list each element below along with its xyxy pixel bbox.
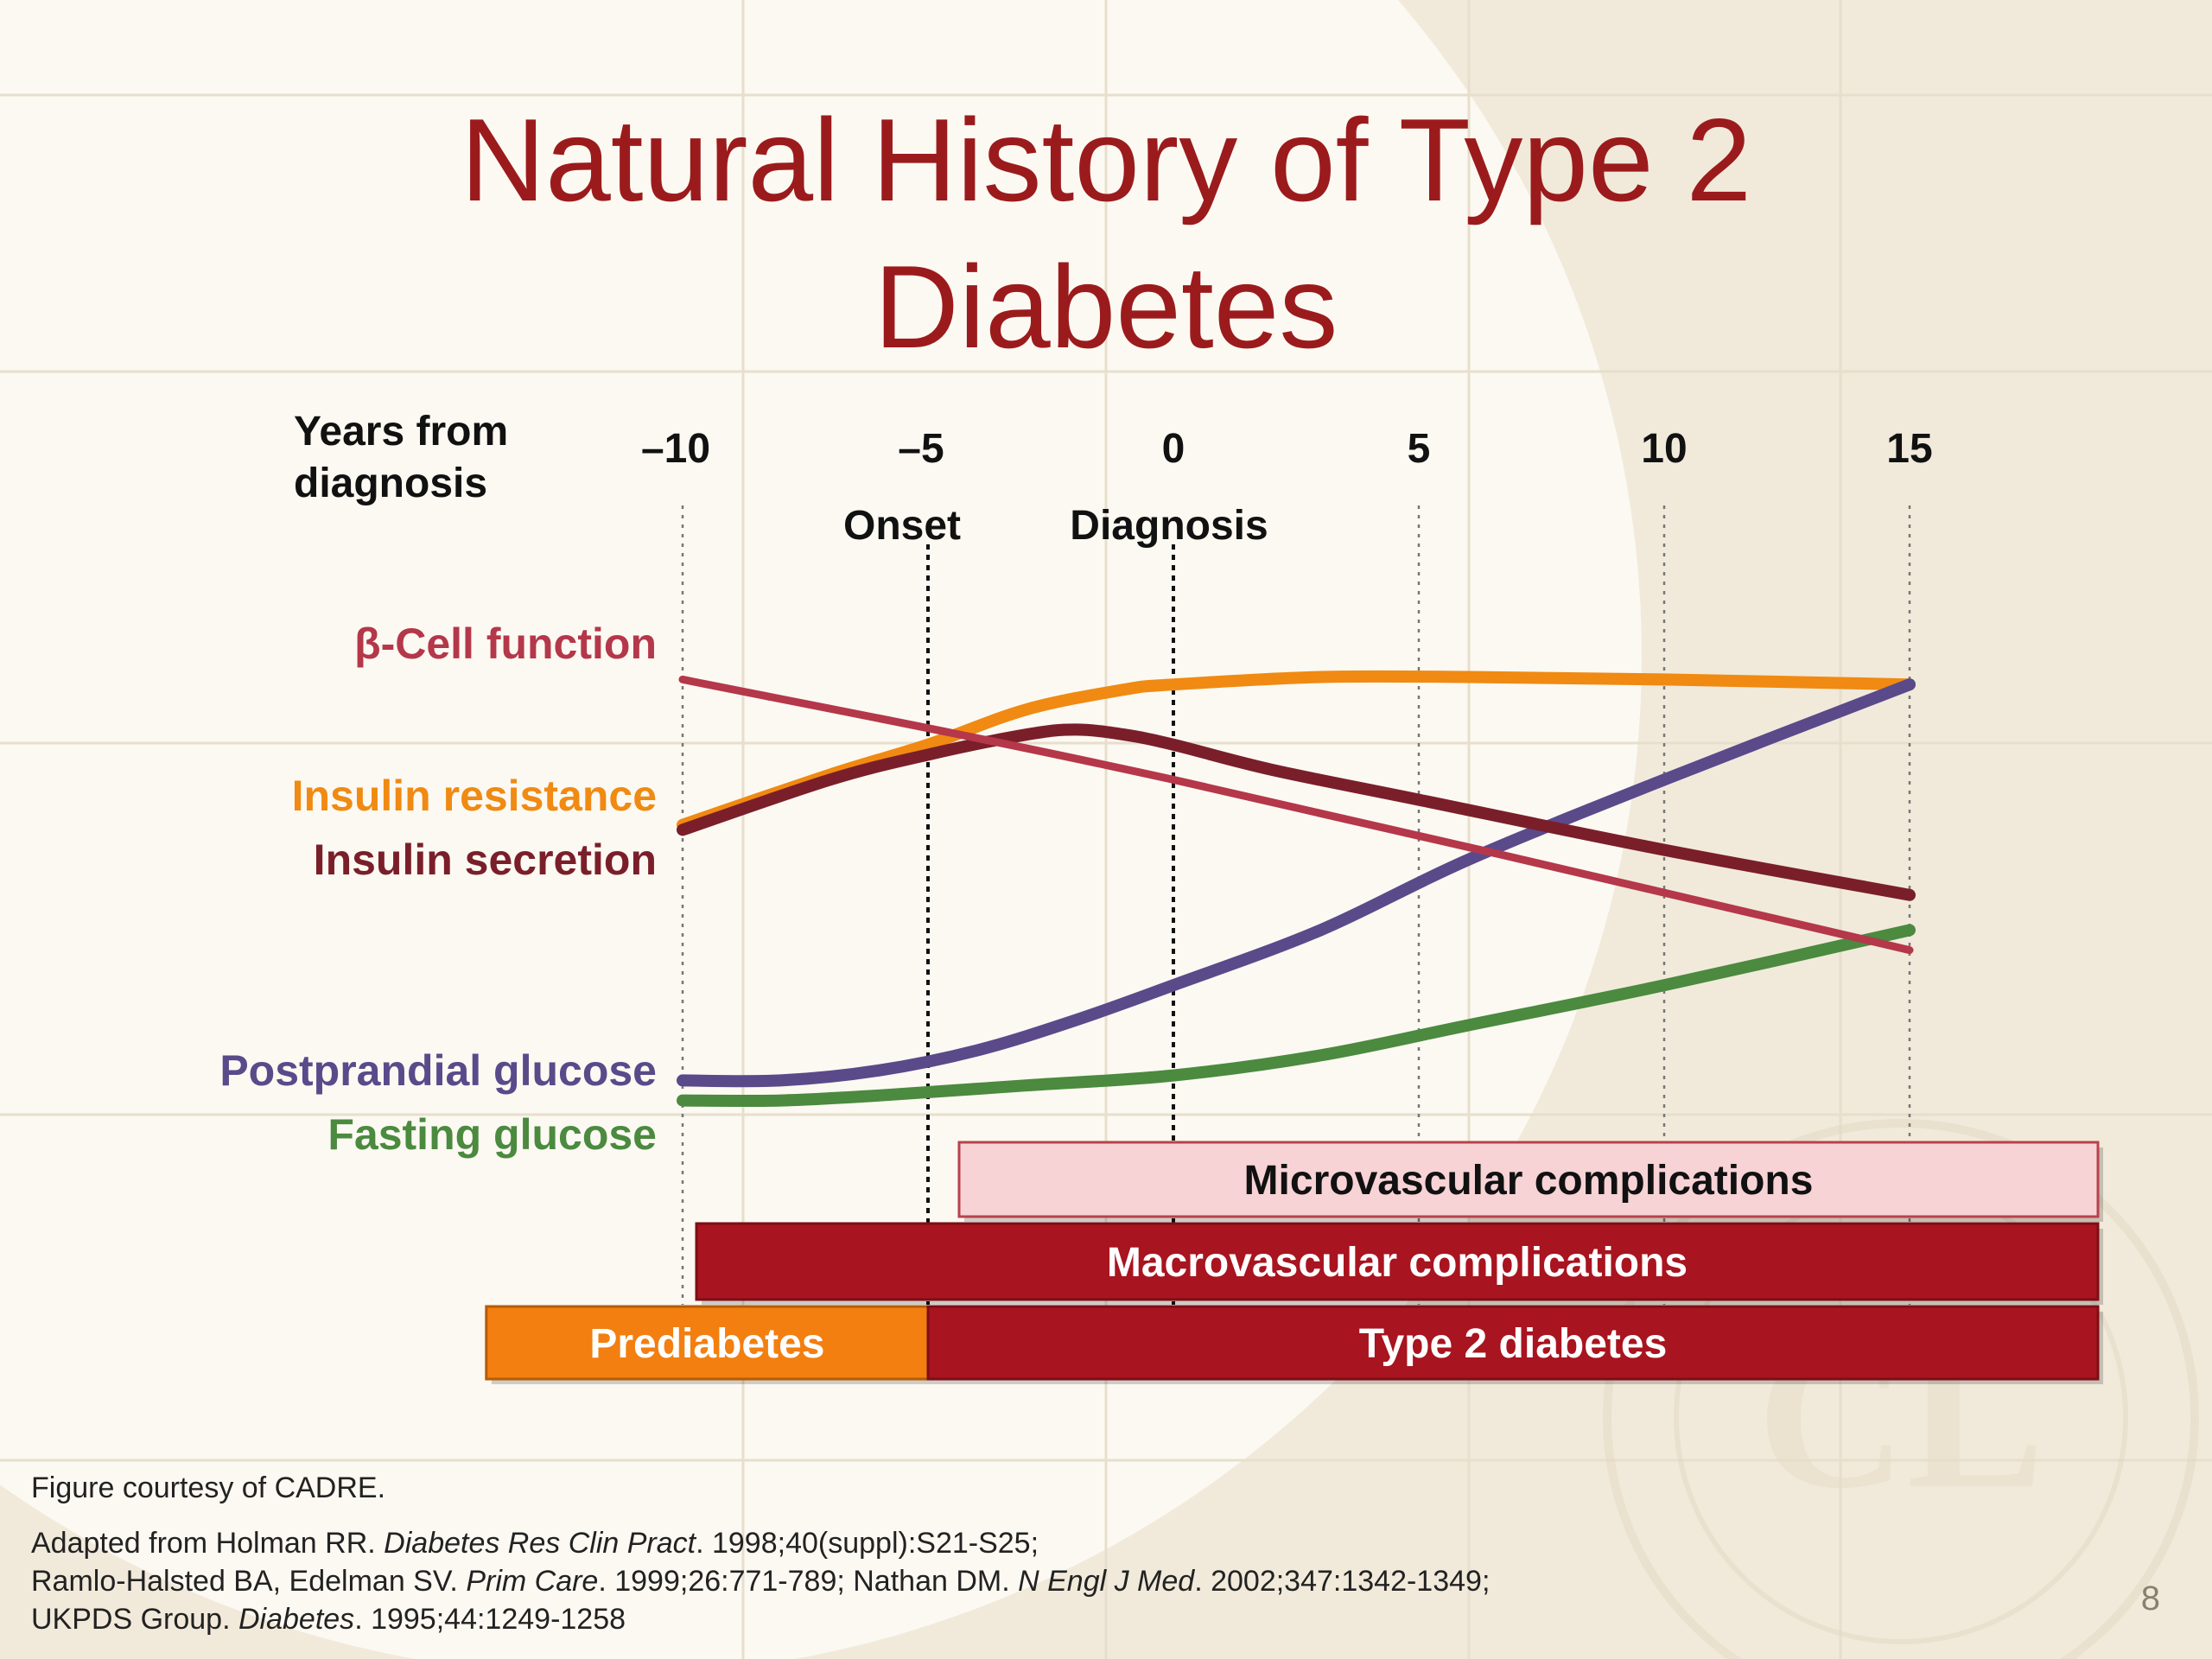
x-tick-label: 5 (1408, 426, 1431, 472)
x-tick-label: 10 (1641, 426, 1687, 472)
title-line-2: Diabetes (874, 241, 1338, 372)
series-line-postprandial-glucose (677, 678, 1916, 1088)
series-line-cell-function (678, 675, 1914, 955)
series-label-insulin-secretion: Insulin secretion (314, 836, 657, 884)
series-label-cell-function: β-Cell function (354, 620, 657, 668)
bar-macrovascular-complications (695, 1222, 2100, 1301)
x-tick-label: –5 (898, 426, 944, 472)
footer-reference-3: UKPDS Group. Diabetes. 1995;44:1249-1258 (31, 1603, 626, 1636)
series-line-fasting-glucose (677, 924, 1916, 1108)
bar-prediabetes (485, 1305, 930, 1381)
bar-label-macrovascular-complications: Macrovascular complications (1107, 1240, 1688, 1286)
x-tick-label: –10 (641, 426, 710, 472)
x-tick-label: 0 (1162, 426, 1185, 472)
series-line-insulin-resistance (677, 670, 1916, 831)
series-label-insulin-resistance: Insulin resistance (292, 772, 657, 820)
bar-microvascular-complications (957, 1141, 2100, 1218)
x-axis-label-line-2: diagnosis (294, 461, 487, 506)
series-label-postprandial-glucose: Postprandial glucose (219, 1046, 657, 1095)
title-line-1: Natural History of Type 2 (460, 94, 1752, 226)
x-tick-label: 15 (1886, 426, 1932, 472)
footer-courtesy: Figure courtesy of CADRE. (31, 1471, 386, 1504)
x-axis-label-line-1: Years from (294, 409, 508, 454)
bar-label-type-2-diabetes: Type 2 diabetes (1359, 1321, 1668, 1367)
milestone-label-diagnosis: Diagnosis (1070, 503, 1268, 549)
bar-type-2-diabetes (926, 1305, 2100, 1381)
bar-label-microvascular-complications: Microvascular complications (1244, 1158, 1814, 1204)
footer-reference-1: Adapted from Holman RR. Diabetes Res Cli… (31, 1527, 1039, 1560)
series-line-insulin-secretion (677, 723, 1916, 901)
page-number: 8 (2140, 1580, 2160, 1618)
milestone-label-onset: Onset (843, 503, 961, 549)
slide-title: Natural History of Type 2 Diabetes (276, 86, 1936, 380)
series-label-fasting-glucose: Fasting glucose (327, 1110, 657, 1159)
bar-label-prediabetes: Prediabetes (589, 1321, 824, 1367)
footer-reference-2: Ramlo-Halsted BA, Edelman SV. Prim Care.… (31, 1565, 1491, 1598)
